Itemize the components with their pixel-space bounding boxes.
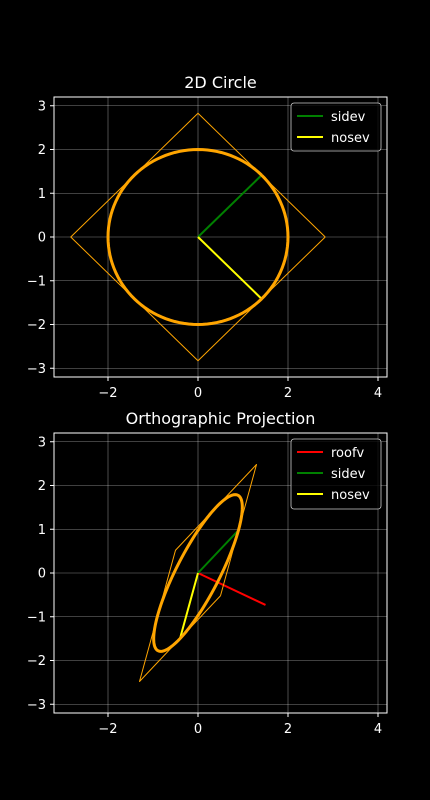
x-tick-label: 0 xyxy=(194,722,202,737)
legend-label-sidev: sidev xyxy=(331,467,366,482)
series-line-nosev xyxy=(179,572,199,639)
y-tick-label: 2 xyxy=(38,479,46,494)
y-tick-label: 2 xyxy=(38,143,46,158)
x-tick-label: 4 xyxy=(374,722,382,737)
legend-label-roofv: roofv xyxy=(331,446,365,461)
chart-title: 2D Circle xyxy=(184,73,257,92)
legend: sidev nosev xyxy=(290,102,382,152)
square-outline xyxy=(70,112,326,362)
parallelogram-outline xyxy=(139,464,257,682)
x-tick-label: 2 xyxy=(284,386,292,401)
y-tick-label: 1 xyxy=(38,523,46,538)
panel-orthographic-projection: −2 0 2 4 −3 −2 −1 0 1 2 3 Orthographic Projection ro… xyxy=(27,409,388,737)
panel-2d-circle: −2 0 2 4 −3 −2 −1 0 1 2 3 2D Circle sidev nosev xyxy=(27,73,388,401)
legend-label-nosev: nosev xyxy=(331,488,370,503)
y-tick-label: −3 xyxy=(27,362,46,377)
y-tick-label: −3 xyxy=(27,698,46,713)
legend-box xyxy=(290,438,382,510)
y-tick-label: −2 xyxy=(27,654,46,669)
chart-title: Orthographic Projection xyxy=(126,409,316,428)
x-tick-label: 0 xyxy=(194,386,202,401)
y-tick-label: −1 xyxy=(27,610,46,625)
projected-circle-ellipse xyxy=(106,148,290,326)
y-tick-label: 1 xyxy=(38,187,46,202)
x-tick-label: 2 xyxy=(284,722,292,737)
y-tick-label: 0 xyxy=(38,567,46,582)
x-tick-label: −2 xyxy=(98,722,117,737)
plot-area xyxy=(70,112,326,362)
legend: roofv sidev nosev xyxy=(290,438,382,510)
y-tick-label: 3 xyxy=(38,435,46,450)
series-line-sidev xyxy=(197,529,240,574)
series-line-sidev xyxy=(197,174,263,238)
legend-label-nosev: nosev xyxy=(331,131,370,146)
y-tick-label: 0 xyxy=(38,231,46,246)
x-tick-label: 4 xyxy=(374,386,382,401)
legend-label-sidev: sidev xyxy=(331,110,366,125)
series-line-nosev xyxy=(197,236,263,300)
x-tick-label: −2 xyxy=(98,386,117,401)
y-tick-label: −2 xyxy=(27,318,46,333)
series-line-roofv xyxy=(197,572,266,606)
y-tick-label: −1 xyxy=(27,274,46,289)
projected-circle-ellipse xyxy=(152,493,244,653)
plot-area xyxy=(139,464,266,682)
y-tick-label: 3 xyxy=(38,99,46,114)
